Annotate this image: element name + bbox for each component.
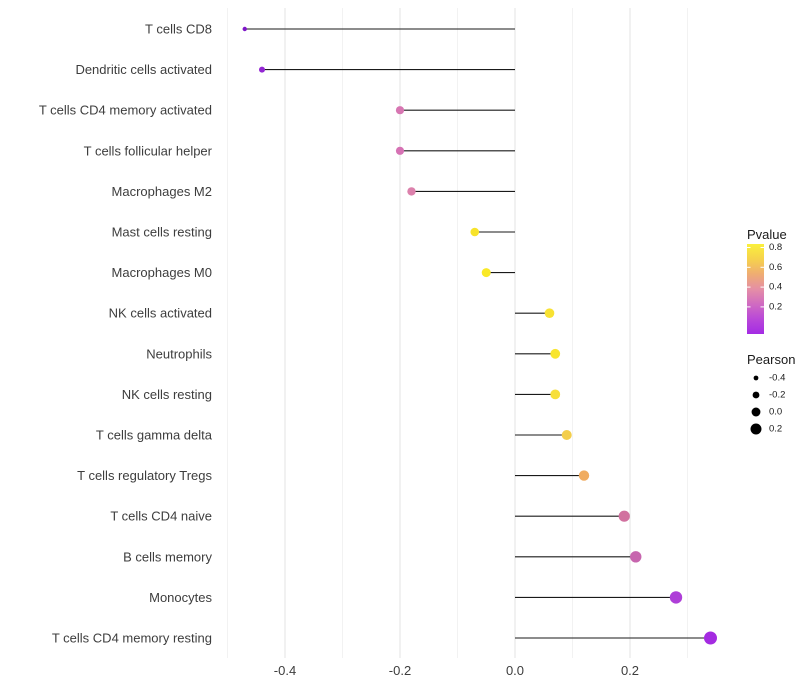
legend-pearson: Pearson -0.4 -0.2 0.0 0.2 <box>747 352 795 435</box>
lollipop-dot <box>395 106 405 115</box>
lollipop-dot <box>669 591 683 604</box>
grid-layer <box>227 8 688 658</box>
pvalue-colorbar <box>747 244 764 334</box>
category-label: Neutrophils <box>146 346 212 361</box>
pearson-size-dot <box>752 391 760 399</box>
category-label: Mast cells resting <box>112 225 212 240</box>
colorbar-tick-label: 0.8 <box>769 242 782 253</box>
colorbar-tick-label: 0.4 <box>769 282 782 293</box>
lollipop-dot <box>259 66 265 73</box>
x-tick-label: -0.4 <box>274 663 296 678</box>
colorbar-tick-label: 0.2 <box>769 301 782 312</box>
lollipop-dot <box>630 551 642 563</box>
pearson-size-label: -0.4 <box>769 373 785 384</box>
pearson-size-label: -0.2 <box>769 390 785 401</box>
lollipop-dot <box>242 26 247 32</box>
pearson-size-label: 0.0 <box>769 407 782 418</box>
lollipop-dot <box>470 227 480 237</box>
x-axis-labels: -0.4 -0.2 0.0 0.2 <box>274 663 639 678</box>
pearson-size-items: -0.4 -0.2 0.0 0.2 <box>750 373 785 435</box>
lollipop-layer <box>242 26 717 645</box>
lollipop-dot <box>407 187 416 196</box>
category-label: B cells memory <box>123 549 212 564</box>
x-tick-label: 0.0 <box>506 663 524 678</box>
category-label: Dendritic cells activated <box>75 62 212 77</box>
lollipop-dot <box>618 510 630 522</box>
category-label: Monocytes <box>149 590 212 605</box>
lollipop-dot <box>561 430 572 440</box>
lollipop-dot <box>550 348 561 359</box>
pearson-size-label: 0.2 <box>769 424 782 435</box>
lollipop-dot <box>544 308 555 319</box>
x-tick-label: 0.2 <box>621 663 639 678</box>
pearson-size-dot <box>753 375 759 381</box>
category-label: Macrophages M0 <box>112 265 212 280</box>
pearson-legend-title: Pearson <box>747 352 795 367</box>
category-label: T cells follicular helper <box>84 143 213 158</box>
category-label: NK cells activated <box>109 306 212 321</box>
pearson-size-dot <box>750 423 762 435</box>
lollipop-dot <box>481 268 491 278</box>
category-label: T cells CD4 memory activated <box>39 103 212 118</box>
y-axis-labels: T cells CD8 Dendritic cells activated T ce… <box>39 22 213 646</box>
lollipop-dot <box>395 146 405 155</box>
category-label: T cells regulatory Tregs <box>77 468 212 483</box>
pvalue-colorbar-ticks: 0.8 0.6 0.4 0.2 <box>747 242 782 312</box>
pvalue-legend-title: Pvalue <box>747 227 787 242</box>
category-label: T cells CD4 naive <box>110 509 212 524</box>
colorbar-tick-label: 0.6 <box>769 262 782 273</box>
pearson-size-dot <box>751 407 761 417</box>
category-label: Macrophages M2 <box>112 184 212 199</box>
category-label: T cells CD8 <box>145 22 212 37</box>
category-label: T cells gamma delta <box>96 428 213 443</box>
lollipop-dot <box>578 470 590 481</box>
category-label: T cells CD4 memory resting <box>52 631 212 646</box>
x-tick-label: -0.2 <box>389 663 411 678</box>
category-label: NK cells resting <box>122 387 212 402</box>
lollipop-dot <box>550 389 561 400</box>
lollipop-dot <box>704 631 717 645</box>
legend-pvalue: Pvalue 0.8 0.6 0.4 0.2 <box>747 227 787 334</box>
